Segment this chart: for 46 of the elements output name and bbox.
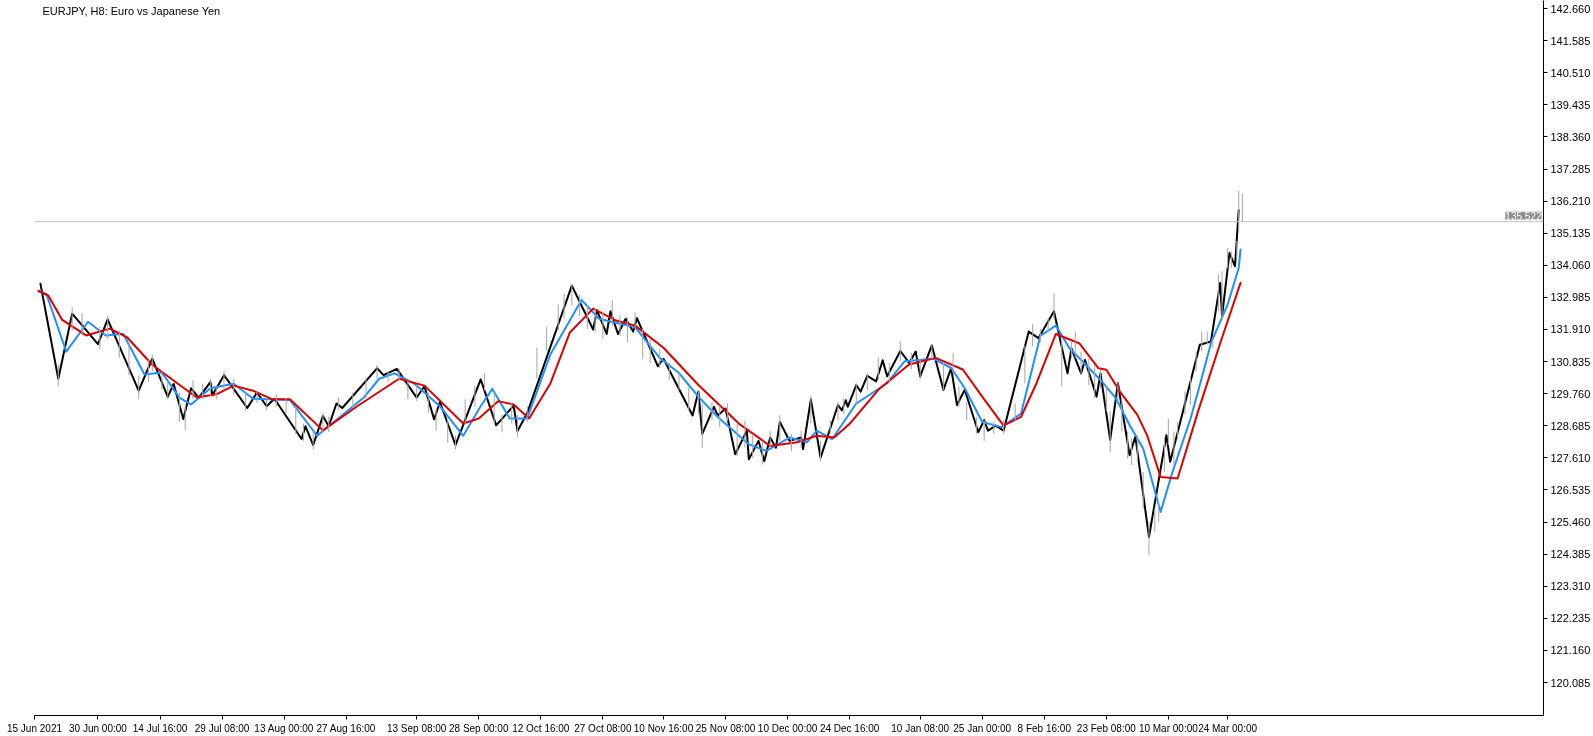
y-tick-label: 130.835 — [1550, 355, 1591, 368]
x-tick-label: 27 Oct 08:00 — [574, 722, 632, 734]
x-tick-label: 15 Jun 2021 — [6, 722, 63, 734]
x-tick-label: 10 Jan 08:00 — [891, 722, 950, 734]
line-series — [37, 248, 1242, 513]
x-tick-label: 27 Aug 16:00 — [316, 722, 376, 734]
y-tick-label: 141.585 — [1550, 34, 1591, 47]
ref-line-label: 135.522 — [1505, 210, 1542, 222]
y-tick-label: 129.760 — [1550, 387, 1591, 400]
x-tick-label: 25 Nov 08:00 — [695, 722, 756, 734]
y-tick-label: 123.310 — [1550, 580, 1591, 593]
y-tick-label: 134.060 — [1550, 259, 1591, 272]
y-tick-label: 136.210 — [1550, 195, 1591, 208]
y-tick-label: 135.135 — [1550, 227, 1591, 240]
y-tick-label: 137.285 — [1550, 163, 1591, 176]
x-tick-label: 12 Oct 16:00 — [512, 722, 570, 734]
x-tick-label: 14 Jul 16:00 — [132, 722, 188, 734]
x-tick-label: 29 Jul 08:00 — [194, 722, 250, 734]
y-tick-label: 120.085 — [1550, 676, 1591, 689]
x-tick-label: 13 Sep 08:00 — [386, 722, 447, 734]
x-tick-label: 24 Dec 16:00 — [819, 722, 880, 734]
x-tick-label: 10 Nov 16:00 — [633, 722, 694, 734]
y-tick-label: 126.535 — [1550, 483, 1591, 496]
x-tick-label: 13 Aug 00:00 — [254, 722, 314, 734]
x-tick-label: 28 Sep 00:00 — [448, 722, 509, 734]
y-tick-label: 131.910 — [1550, 323, 1591, 336]
x-tick-label: 8 Feb 16:00 — [1017, 722, 1072, 734]
y-tick-label: 122.235 — [1550, 612, 1591, 625]
y-tick-label: 142.660 — [1550, 2, 1591, 15]
x-tick-label: 25 Jan 00:00 — [953, 722, 1012, 734]
y-tick-label: 127.610 — [1550, 451, 1591, 464]
x-tick-label: 30 Jun 00:00 — [69, 722, 128, 734]
y-tick-label: 125.460 — [1550, 516, 1591, 529]
y-tick-label: 140.510 — [1550, 66, 1591, 79]
y-tick-label: 132.985 — [1550, 291, 1591, 304]
x-tick-label: 10 Dec 00:00 — [757, 722, 818, 734]
chart-title: EURJPY, H8: Euro vs Japanese Yen — [42, 4, 221, 17]
y-tick-label: 124.385 — [1550, 548, 1591, 561]
line-series — [37, 281, 1242, 480]
y-tick-label: 121.160 — [1550, 644, 1591, 657]
x-tick-label: 23 Feb 08:00 — [1076, 722, 1137, 734]
x-tick-label: 10 Mar 00:00 — [1138, 722, 1199, 734]
y-tick-label: 128.685 — [1550, 419, 1591, 432]
y-tick-label: 139.435 — [1550, 98, 1591, 111]
y-tick-label: 138.360 — [1550, 130, 1591, 143]
x-tick-label: 24 Mar 00:00 — [1198, 722, 1258, 734]
